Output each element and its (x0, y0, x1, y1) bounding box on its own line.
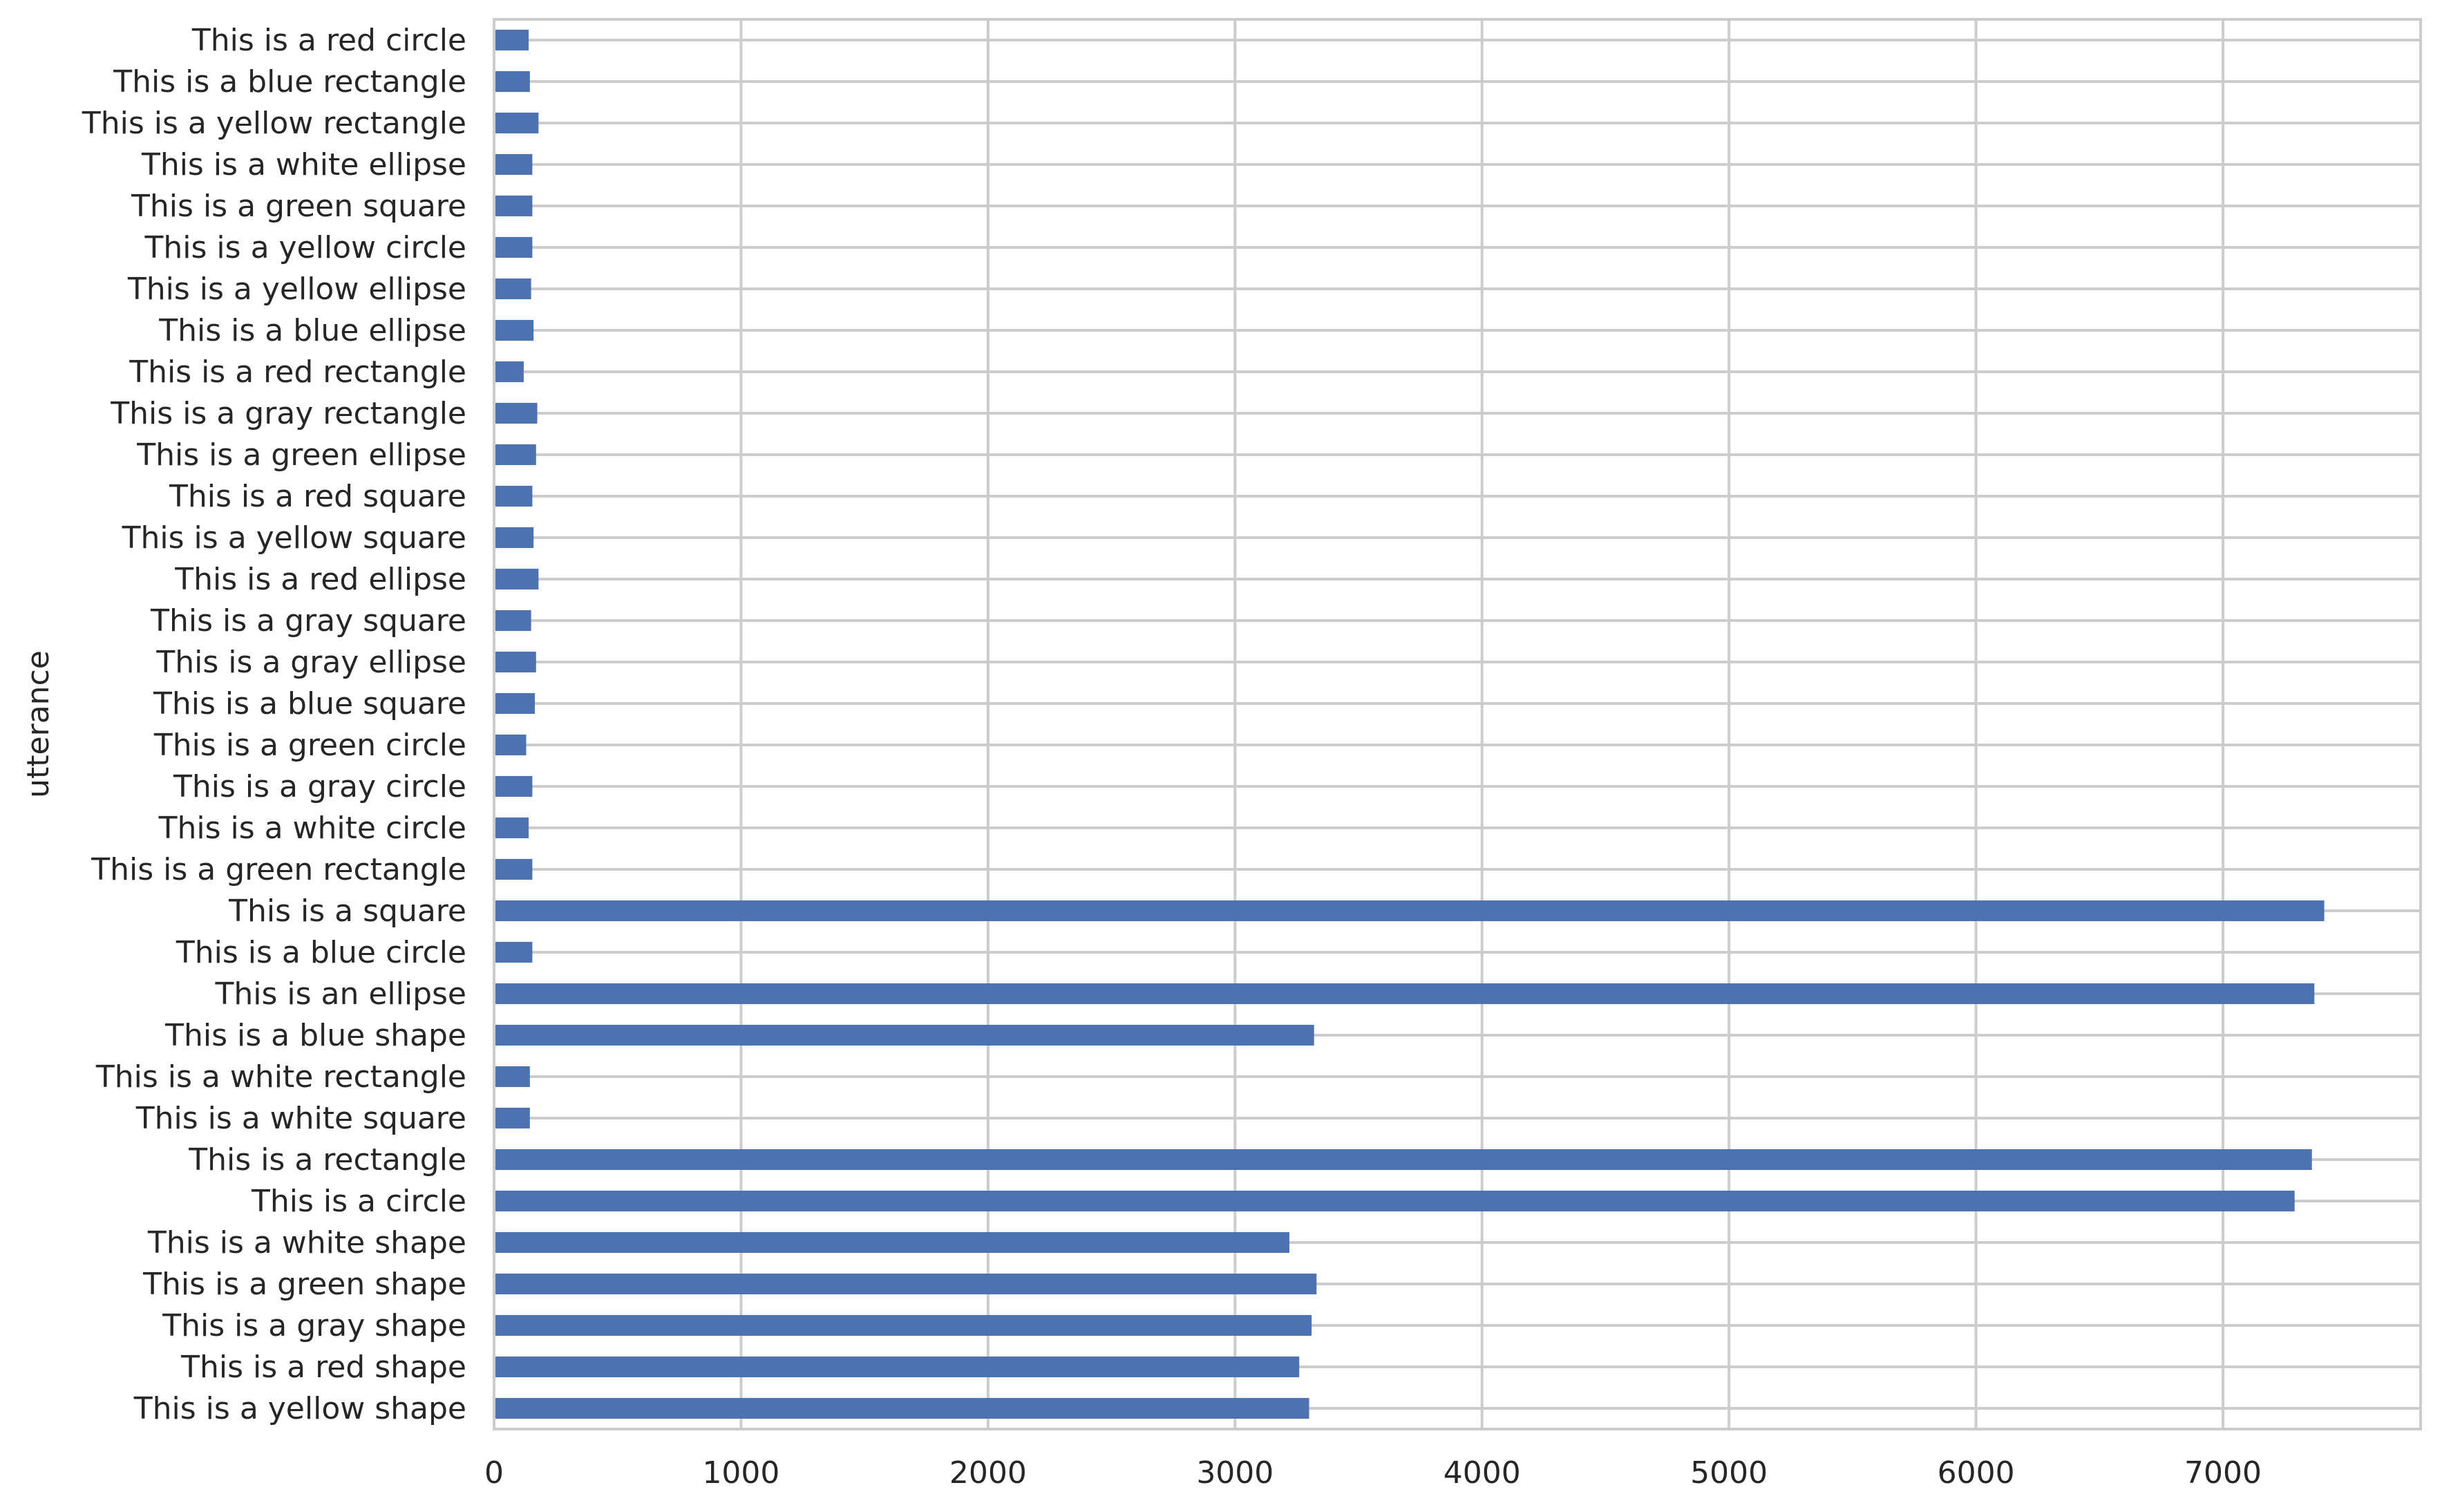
bar (494, 610, 531, 631)
x-tick-label: 2000 (949, 1455, 1027, 1491)
bar (494, 113, 539, 133)
bar (494, 818, 529, 838)
y-tick-label: This is a gray circle (173, 769, 466, 804)
bar (494, 1274, 1317, 1294)
bar (494, 1232, 1289, 1253)
x-tick-label: 0 (484, 1455, 504, 1491)
bar (494, 859, 533, 880)
bar (494, 776, 533, 797)
x-tick-label: 7000 (2184, 1455, 2262, 1491)
bar (494, 735, 527, 755)
y-tick-label: This is a rectangle (188, 1142, 466, 1178)
y-axis-label: utterance (21, 650, 56, 798)
y-tick-label: This is a yellow circle (144, 230, 466, 265)
bar (494, 154, 533, 175)
y-tick-label: This is a yellow square (122, 520, 466, 556)
y-tick-label: This is a green ellipse (136, 437, 466, 473)
bar (494, 237, 533, 258)
bar (494, 486, 533, 507)
bar (494, 942, 533, 963)
bar (494, 652, 536, 672)
bar (494, 527, 534, 548)
y-tick-label: This is a white ellipse (141, 147, 466, 182)
bar (494, 278, 531, 299)
y-tick-label: This is a green square (131, 189, 466, 224)
y-tick-label: This is a green circle (153, 728, 466, 763)
y-tick-label: This is a yellow shape (133, 1391, 466, 1426)
bar (494, 403, 538, 424)
bar (494, 900, 2325, 921)
y-tick-label: This is a gray shape (162, 1308, 466, 1343)
bar (494, 1191, 2295, 1211)
y-tick-label: This is a red shape (180, 1350, 466, 1385)
bar (494, 693, 535, 714)
y-tick-label: This is an ellipse (214, 976, 466, 1012)
bar (494, 1315, 1312, 1336)
y-tick-label: This is a blue ellipse (158, 313, 466, 348)
bar (494, 444, 536, 465)
x-tick-label: 5000 (1690, 1455, 1768, 1491)
y-tick-label: This is a white shape (147, 1225, 466, 1260)
bar (494, 361, 524, 382)
y-tick-label: This is a green rectangle (91, 852, 466, 887)
x-tick-label: 3000 (1196, 1455, 1274, 1491)
bar (494, 1149, 2312, 1170)
y-tick-label: This is a red square (169, 479, 466, 514)
y-tick-label: This is a green shape (142, 1267, 466, 1302)
x-tick-label: 6000 (1938, 1455, 2015, 1491)
x-tick-labels: 0 1000 2000 3000 4000 5000 6000 7000 (484, 1455, 2262, 1491)
y-tick-label: This is a gray ellipse (155, 645, 466, 680)
plot-frame (493, 18, 2422, 1430)
bar (494, 983, 2315, 1004)
y-tick-label: This is a blue rectangle (113, 64, 466, 100)
x-tick-label: 4000 (1444, 1455, 1521, 1491)
y-tick-label: This is a circle (251, 1184, 466, 1219)
bar (494, 71, 530, 92)
y-tick-label: This is a red ellipse (174, 562, 466, 597)
y-tick-label: This is a square (228, 894, 466, 929)
y-tick-label: This is a blue circle (176, 935, 466, 970)
y-tick-label: This is a white circle (158, 811, 466, 846)
bar (494, 1025, 1314, 1046)
bar (494, 1398, 1309, 1419)
y-tick-label: This is a yellow ellipse (127, 272, 466, 307)
y-tick-labels: This is a red circle This is a blue recta… (82, 23, 466, 1426)
bar (494, 569, 539, 589)
y-tick-label: This is a gray square (150, 603, 466, 639)
y-tick-label: This is a white rectangle (95, 1059, 466, 1095)
y-tick-label: This is a yellow rectangle (82, 106, 466, 141)
bar (494, 1357, 1300, 1377)
y-tick-label: This is a red rectangle (129, 355, 466, 390)
y-tick-label: This is a blue shape (164, 1018, 466, 1053)
y-tick-label: This is a red circle (191, 23, 466, 58)
bar (494, 1108, 530, 1128)
y-tick-label: This is a white square (135, 1101, 466, 1136)
bar (494, 320, 534, 341)
bars (494, 30, 2325, 1419)
bar (494, 1066, 530, 1087)
bar (494, 196, 533, 216)
y-tick-label: This is a gray rectangle (110, 396, 466, 431)
bar (494, 30, 529, 50)
x-tick-label: 1000 (702, 1455, 779, 1491)
y-tick-label: This is a blue square (153, 686, 466, 721)
